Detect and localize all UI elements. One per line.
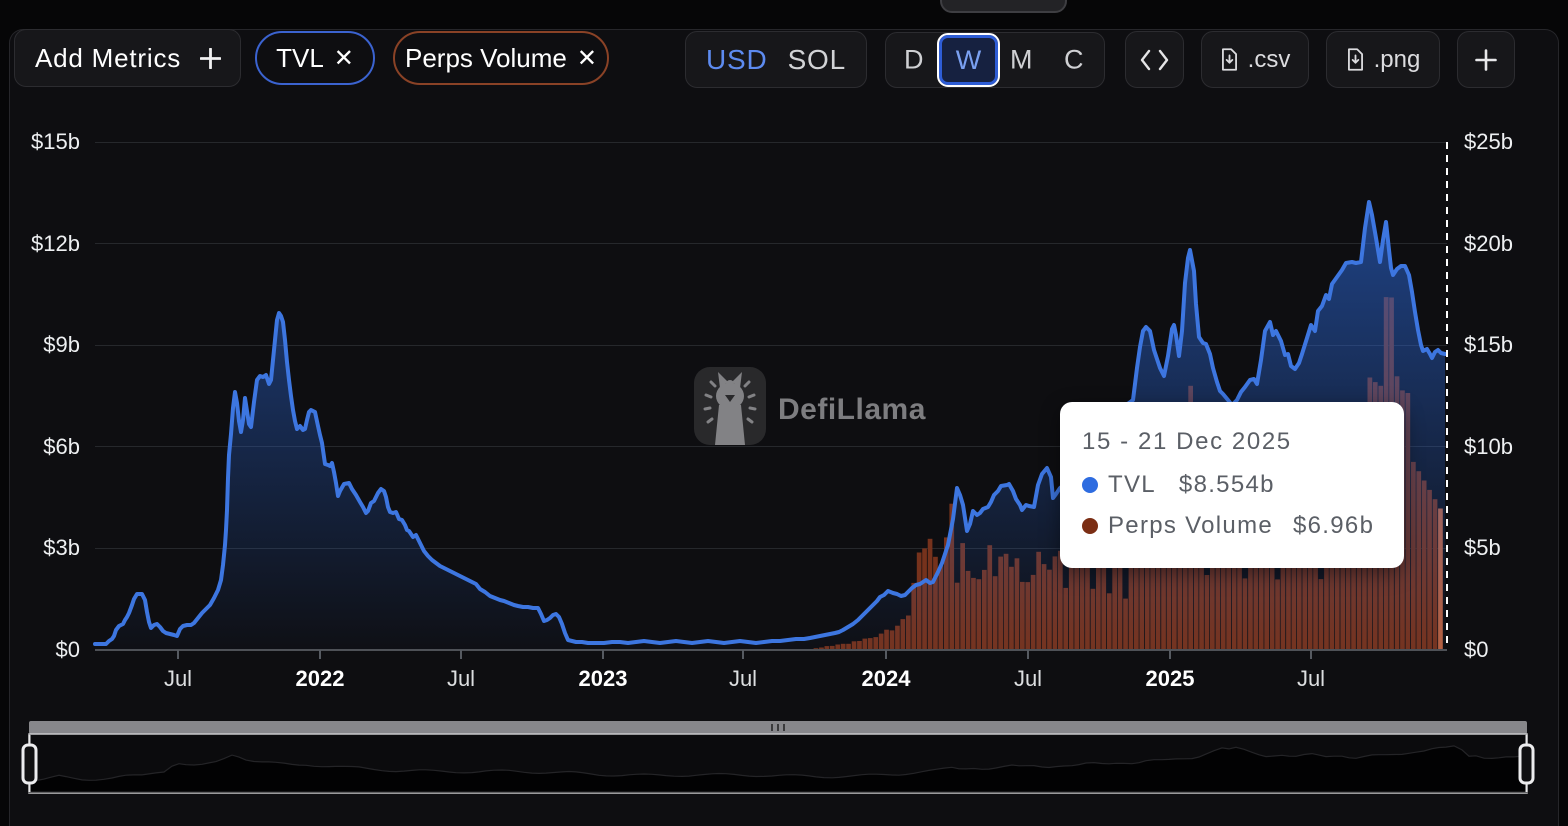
- svg-text:$5b: $5b: [1464, 535, 1501, 560]
- svg-text:$12b: $12b: [31, 231, 80, 256]
- svg-text:$10b: $10b: [1464, 434, 1513, 459]
- svg-text:2024: 2024: [862, 666, 912, 691]
- svg-text:$15b: $15b: [1464, 332, 1513, 357]
- svg-text:$15b: $15b: [31, 129, 80, 154]
- svg-text:Jul: Jul: [729, 666, 757, 691]
- svg-text:Jul: Jul: [1297, 666, 1325, 691]
- svg-text:$9b: $9b: [43, 332, 80, 357]
- svg-text:$25b: $25b: [1464, 129, 1513, 154]
- svg-text:DefiLlama: DefiLlama: [778, 393, 926, 426]
- svg-text:$3b: $3b: [43, 535, 80, 560]
- svg-text:$0: $0: [1464, 637, 1488, 662]
- svg-text:$0: $0: [56, 637, 80, 662]
- svg-text:2023: 2023: [579, 666, 628, 691]
- svg-text:Jul: Jul: [447, 666, 475, 691]
- svg-text:Jul: Jul: [1014, 666, 1042, 691]
- svg-text:2025: 2025: [1146, 666, 1195, 691]
- svg-text:Jul: Jul: [164, 666, 192, 691]
- svg-text:2022: 2022: [296, 666, 345, 691]
- svg-text:$20b: $20b: [1464, 231, 1513, 256]
- svg-text:$6b: $6b: [43, 434, 80, 459]
